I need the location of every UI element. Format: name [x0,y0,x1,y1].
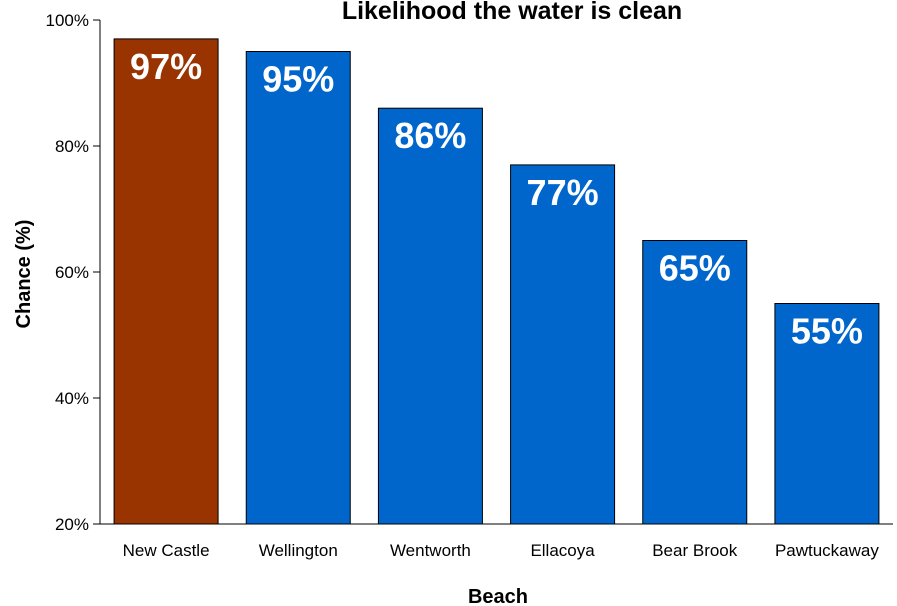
bar-value-label: 65% [659,248,731,289]
bar-value-label: 86% [394,115,466,156]
x-tick-label: Pawtuckaway [775,541,879,560]
bar-new-castle [113,38,219,525]
y-tick-label: 80% [55,137,89,156]
y-tick-label: 60% [55,263,89,282]
plot-area: 20% 40% 60% 80% 100% 97% New Castle 95% Wellingt… [46,11,893,560]
x-axis-title: Beach [468,586,528,606]
y-axis-title: Chance (%) [13,220,35,329]
x-tick-label: New Castle [123,541,210,560]
y-tick-label: 40% [55,389,89,408]
bar-value-label: 97% [130,46,202,87]
bar-bear-brook [642,240,748,525]
chart-title: Likelihood the water is clean [342,0,682,25]
x-tick-label: Wellington [259,541,338,560]
bar-value-label: 55% [791,311,863,352]
x-tick-label: Bear Brook [652,541,738,560]
bar-ellacoya [510,164,616,525]
bar-pawtuckaway [774,303,880,525]
bar-wellington [245,51,351,525]
bar-value-label: 95% [262,59,334,100]
y-tick-label: 100% [46,11,89,30]
bar-wentworth [377,107,483,525]
x-tick-label: Ellacoya [530,541,595,560]
bar-value-label: 77% [527,172,599,213]
y-tick-label: 20% [55,515,89,534]
x-tick-label: Wentworth [390,541,471,560]
